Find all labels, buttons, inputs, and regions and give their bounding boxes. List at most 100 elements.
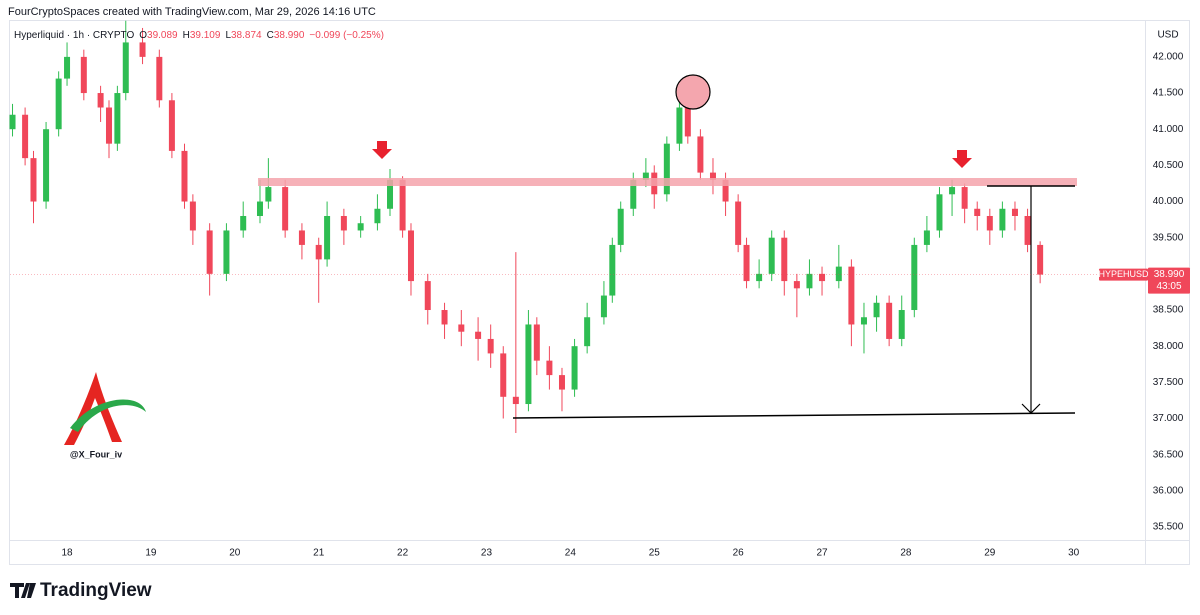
marker-arrow: [372, 141, 392, 159]
candle-body: [697, 136, 704, 173]
y-tick-label: 41.500: [1153, 88, 1184, 99]
y-unit: USD: [1157, 30, 1178, 41]
candle-body: [676, 107, 683, 144]
legend-item: 38.990: [274, 30, 305, 41]
candle-body: [265, 187, 272, 202]
candle-body: [55, 78, 62, 130]
y-tick-label: 40.000: [1153, 196, 1184, 207]
candle-body: [949, 187, 956, 195]
x-tick-label: 21: [313, 548, 325, 559]
resistance-zone: [258, 178, 1077, 186]
candle-body: [97, 93, 104, 108]
candle-body: [105, 107, 112, 144]
candle-body: [458, 324, 465, 332]
candle-body: [64, 56, 71, 79]
candle-body: [189, 201, 196, 231]
watermark-logo: @X_Four_iv: [64, 372, 146, 459]
legend-item: L: [225, 30, 231, 41]
candle-body: [571, 346, 578, 390]
candle-body: [500, 353, 507, 397]
candle-body: [819, 273, 826, 282]
x-tick-label: 20: [229, 548, 241, 559]
candle-body: [886, 302, 893, 339]
candle-body: [487, 338, 494, 354]
y-tick-label: 37.000: [1153, 413, 1184, 424]
candle-body: [1024, 215, 1031, 245]
brand: TradingView: [10, 580, 152, 601]
legend-item: 39.089: [147, 30, 178, 41]
candle-body: [156, 56, 163, 101]
candle-body: [793, 281, 800, 289]
candle-body: [835, 266, 842, 282]
candle-body: [424, 281, 431, 311]
y-tick-label: 36.500: [1153, 449, 1184, 460]
candle-body: [340, 215, 347, 231]
x-tick-label: 18: [61, 548, 73, 559]
y-tick-label: 40.500: [1153, 160, 1184, 171]
candle-body: [735, 201, 742, 245]
candle-body: [609, 244, 616, 296]
candle-body: [9, 114, 16, 130]
candle-body: [256, 201, 263, 216]
candle-body: [743, 244, 750, 282]
header-credit: FourCryptoSpaces created with TradingVie…: [8, 6, 376, 18]
candle-body: [999, 208, 1006, 231]
candle-body: [80, 56, 87, 94]
drawings: [258, 74, 1077, 419]
candle-body: [756, 273, 763, 282]
candle-body: [558, 375, 565, 390]
candle-body: [240, 215, 247, 231]
legend-item: 38.874: [231, 30, 262, 41]
x-tick-label: 30: [1068, 548, 1080, 559]
candle-body: [122, 42, 129, 94]
candle-body: [663, 143, 670, 195]
candle-body: [986, 215, 993, 231]
candle-body: [512, 396, 519, 405]
candle-body: [43, 129, 50, 202]
brand-name: TradingView: [40, 580, 152, 601]
x-tick-label: 19: [145, 548, 157, 559]
candle-body: [722, 179, 729, 202]
candle-body: [546, 360, 553, 376]
y-tick-label: 35.500: [1153, 522, 1184, 533]
candle-body: [642, 172, 649, 180]
candle-body: [709, 172, 716, 180]
x-tick-label: 24: [565, 548, 577, 559]
candle-body: [533, 324, 540, 361]
x-tick-label: 23: [481, 548, 493, 559]
watermark-text: @X_Four_iv: [70, 449, 122, 459]
candle-body: [30, 158, 37, 202]
y-tick-label: 36.000: [1153, 485, 1184, 496]
candle-body: [315, 244, 322, 260]
x-tick-label: 22: [397, 548, 409, 559]
candle-body: [407, 230, 414, 282]
candle-body: [911, 244, 918, 311]
candle-body: [630, 179, 637, 209]
price-label: 38.990: [1154, 269, 1185, 280]
legend: Hyperliquid · 1h · CRYPTO O39.089 H39.109 L…: [14, 30, 384, 41]
candle-body: [806, 273, 813, 289]
candle-body: [324, 215, 331, 260]
candle-body: [357, 223, 364, 231]
y-tick-label: 38.000: [1153, 341, 1184, 352]
x-tick-label: 28: [900, 548, 912, 559]
candle-body: [22, 114, 29, 159]
legend-item: 39.109: [190, 30, 221, 41]
y-tick-label: 41.000: [1153, 124, 1184, 135]
x-tick-label: 29: [984, 548, 996, 559]
candle-body: [961, 187, 968, 209]
x-tick-label: 26: [733, 548, 745, 559]
candle-body: [617, 208, 624, 245]
candle-body: [282, 187, 289, 231]
candle-body: [139, 42, 146, 57]
candle-body: [1037, 244, 1044, 275]
candle-body: [168, 100, 175, 151]
candle-body: [923, 230, 930, 245]
candle-body: [781, 237, 788, 282]
legend-item: H: [183, 30, 190, 41]
y-tick-label: 38.500: [1153, 305, 1184, 316]
y-tick-label: 37.500: [1153, 377, 1184, 388]
candle-body: [936, 194, 943, 231]
